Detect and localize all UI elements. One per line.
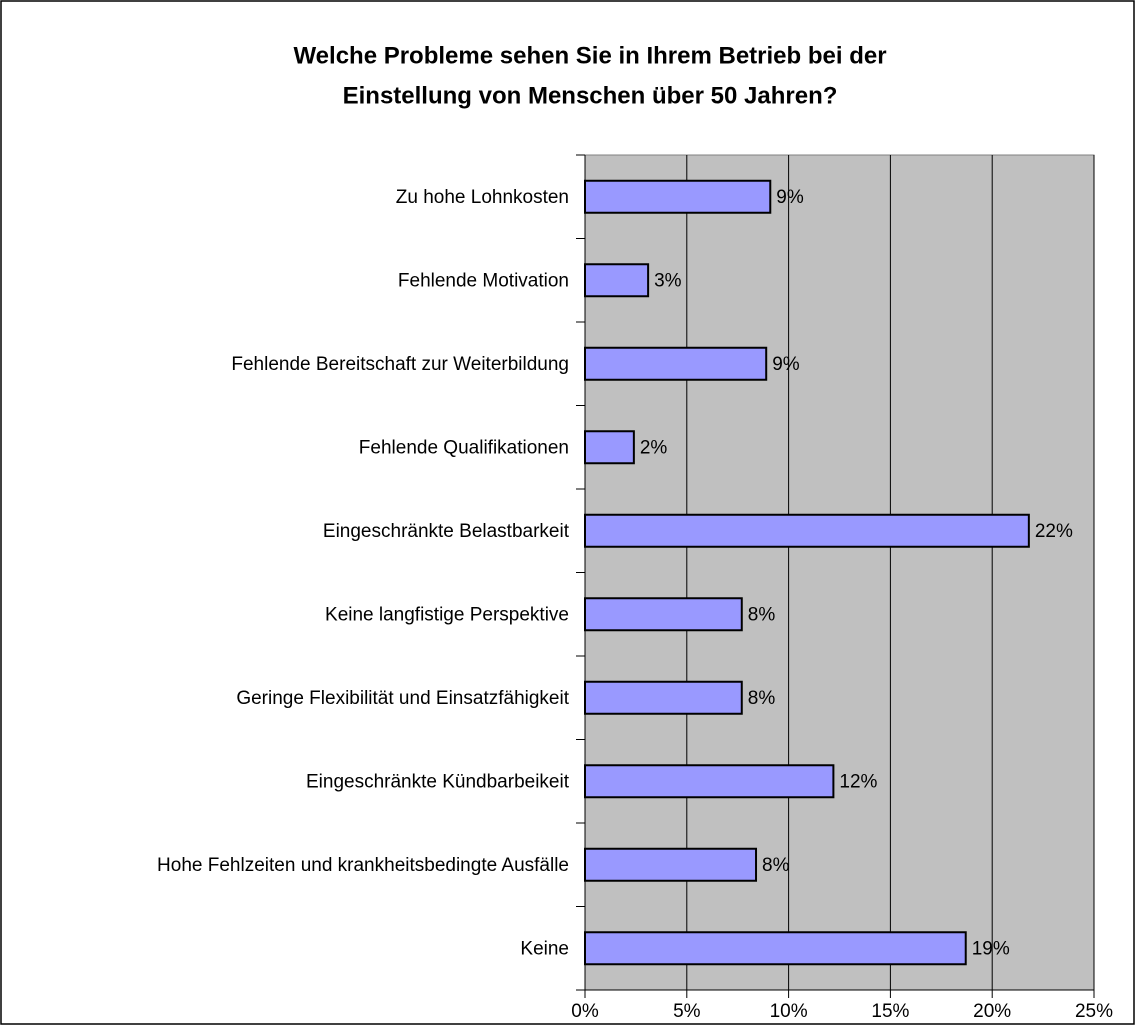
data-label: 3% bbox=[654, 270, 682, 291]
x-tick-label: 10% bbox=[770, 1001, 808, 1022]
data-label: 19% bbox=[972, 938, 1010, 959]
y-tick-label: Zu hohe Lohnkosten bbox=[396, 187, 569, 208]
y-tick-label: Eingeschränkte Belastbarkeit bbox=[323, 521, 570, 542]
bar bbox=[584, 179, 772, 214]
bar bbox=[584, 263, 650, 298]
chart-title: Welche Probleme sehen Sie in Ihrem Betri… bbox=[293, 42, 886, 69]
data-label: 8% bbox=[748, 604, 776, 625]
bar bbox=[584, 680, 743, 715]
data-label: 12% bbox=[839, 771, 877, 792]
x-tick-label: 0% bbox=[571, 1001, 599, 1022]
bar bbox=[584, 430, 635, 465]
data-label: 22% bbox=[1035, 521, 1073, 542]
bar bbox=[584, 931, 967, 966]
bar bbox=[584, 597, 743, 632]
x-tick-label: 15% bbox=[871, 1001, 909, 1022]
y-tick-label: Hohe Fehlzeiten und krankheitsbedingte A… bbox=[157, 855, 569, 876]
x-tick-label: 20% bbox=[973, 1001, 1011, 1022]
y-tick-label: Keine bbox=[520, 938, 569, 959]
bar bbox=[584, 346, 768, 381]
y-tick-label: Eingeschränkte Kündbarbeikeit bbox=[306, 771, 570, 792]
y-tick-label: Keine langfistige Perspektive bbox=[325, 604, 569, 625]
bar bbox=[584, 764, 835, 799]
bar bbox=[584, 513, 1030, 548]
y-tick-label: Fehlende Motivation bbox=[398, 270, 569, 291]
y-tick-label: Fehlende Bereitschaft zur Weiterbildung bbox=[231, 354, 569, 375]
x-tick-label: 25% bbox=[1075, 1001, 1113, 1022]
data-label: 9% bbox=[776, 187, 804, 208]
x-tick-label: 5% bbox=[673, 1001, 701, 1022]
data-label: 9% bbox=[772, 354, 800, 375]
bar bbox=[584, 847, 758, 882]
y-tick-label: Fehlende Qualifikationen bbox=[359, 437, 569, 458]
data-label: 8% bbox=[762, 855, 790, 876]
data-label: 2% bbox=[640, 437, 668, 458]
chart-title: Einstellung von Menschen über 50 Jahren? bbox=[343, 82, 838, 109]
data-label: 8% bbox=[748, 688, 776, 709]
y-tick-label: Geringe Flexibilität und Einsatzfähigkei… bbox=[236, 688, 569, 709]
